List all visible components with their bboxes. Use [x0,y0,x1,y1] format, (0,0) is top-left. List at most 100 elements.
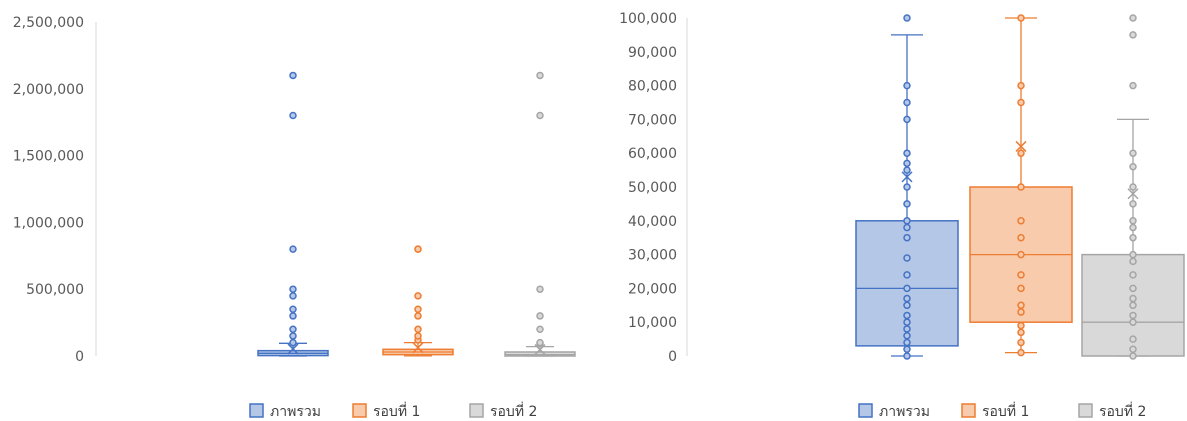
y-tick-label: 500,000 [26,282,84,298]
data-point [1129,301,1137,310]
data-point [1017,338,1025,347]
data-point [1017,14,1025,22]
legend-swatch [858,403,873,418]
legend-swatch [469,403,484,418]
data-point [1017,284,1025,293]
data-point [289,111,297,120]
box-series-2 [969,14,1073,357]
data-point [1129,162,1137,171]
legend-label: รอบที่ 1 [982,402,1029,420]
data-point [1129,14,1137,22]
data-point [289,312,297,320]
data-point [1017,321,1025,330]
y-tick-label: 60,000 [628,146,677,162]
data-point [903,311,911,320]
data-point [1129,294,1137,303]
legend-swatch [352,403,367,418]
data-point [1017,308,1025,316]
data-point [414,332,422,340]
y-tick-label: 2,000,000 [13,82,84,98]
data-point [414,312,422,320]
data-point [903,81,911,90]
mean-marker [534,344,546,356]
y-tick-label: 90,000 [628,45,677,61]
data-point [1129,200,1137,208]
data-point [903,284,911,293]
mean-marker [1015,140,1027,152]
legend-label: รอบที่ 1 [373,402,420,420]
data-point [1017,183,1025,191]
data-point [536,111,544,120]
box-series-3 [1081,14,1185,360]
data-point [903,183,911,191]
legend-swatch [249,403,264,418]
data-point [536,285,544,293]
legend-label: รอบที่ 2 [490,402,537,420]
data-point [536,71,544,80]
data-point [414,245,422,253]
data-point [1017,81,1025,90]
data-point [1129,335,1137,343]
data-point [1129,223,1137,232]
legend-label: ภาพรวม [270,404,321,420]
mean-marker [412,342,424,354]
mean-marker [1127,188,1139,200]
data-point [903,352,911,360]
data-point [1129,345,1137,353]
data-point [1129,233,1137,242]
data-point [536,312,544,320]
data-point [903,301,911,310]
y-tick-label: 0 [668,349,677,365]
legend-item-3: รอบที่ 2 [469,402,537,420]
y-tick-label: 50,000 [628,180,677,196]
data-point [903,331,911,340]
data-point [536,325,544,334]
data-point [903,14,911,22]
data-point [1017,301,1025,310]
data-point [289,332,297,340]
legend-item-2: รอบที่ 1 [352,402,420,420]
data-point [903,254,911,262]
legend-item-2: รอบที่ 1 [961,402,1029,420]
data-point [903,271,911,279]
data-point [1129,257,1137,266]
data-point [536,338,544,347]
data-point [1017,98,1025,107]
box-series-1 [257,71,329,357]
legend-item-3: รอบที่ 2 [1078,402,1146,420]
data-point [289,245,297,253]
y-tick-label: 2,500,000 [13,15,84,31]
data-point [1017,217,1025,225]
mean-marker [287,343,299,355]
data-point [414,325,422,334]
data-point [903,318,911,326]
boxplot-chart-full-range: 0 500,000 1,000,000 1,500,000 2,000,000 2,500… [13,15,576,420]
data-point [903,159,911,168]
data-point [903,223,911,232]
data-point [903,149,911,157]
data-point [1129,183,1137,191]
data-point [1017,233,1025,242]
data-point [289,71,297,80]
box-series-3 [504,71,576,357]
legend-label: รอบที่ 2 [1099,402,1146,420]
legend-item-1: ภาพรวม [858,403,930,420]
y-tick-label: 1,000,000 [13,215,84,231]
data-point [1129,31,1137,39]
data-point [903,233,911,242]
y-tick-label: 40,000 [628,214,677,230]
data-point [903,200,911,208]
data-point [289,305,297,313]
data-point [1017,250,1025,259]
data-point [1129,284,1137,293]
data-point [903,217,911,225]
data-point [903,98,911,107]
y-tick-label: 100,000 [619,11,677,27]
data-point [1129,81,1137,90]
legend-swatch [1078,403,1093,418]
legend-item-1: ภาพรวม [249,403,321,420]
data-point [289,285,297,293]
data-point [289,338,297,347]
data-point [1017,149,1025,157]
